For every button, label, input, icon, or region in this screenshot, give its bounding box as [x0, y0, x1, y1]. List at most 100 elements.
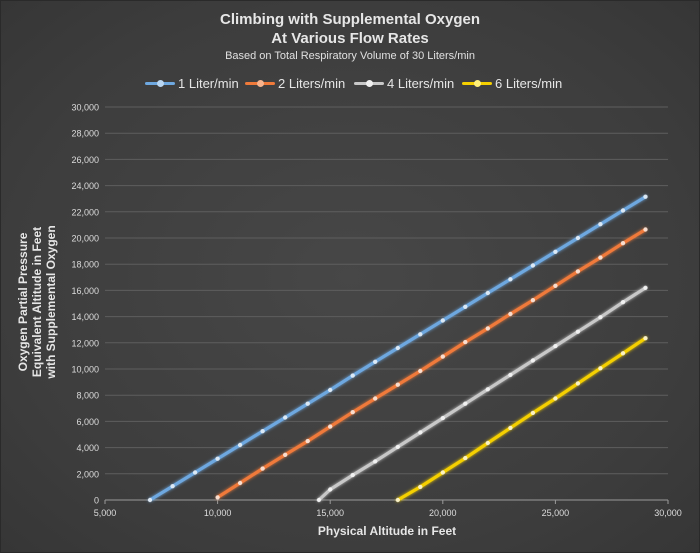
data-point: [575, 381, 581, 386]
data-point: [575, 329, 581, 334]
y-tick-label: 0: [94, 496, 99, 506]
data-point: [170, 484, 175, 489]
data-point: [485, 387, 490, 392]
data-point: [395, 497, 400, 503]
x-tick-label: 20,000: [429, 508, 457, 518]
data-point: [463, 339, 468, 345]
x-tick-label: 25,000: [542, 508, 570, 518]
legend-label-1-liter: 1 Liter/min: [178, 75, 239, 91]
data-point: [350, 410, 355, 415]
data-point: [553, 396, 558, 401]
series-line-4: [396, 336, 648, 502]
y-tick-label: 18,000: [71, 260, 99, 270]
y-tick-label: 30,000: [71, 103, 99, 113]
data-point: [463, 304, 468, 309]
data-point: [485, 440, 490, 446]
data-point: [463, 455, 468, 461]
data-point: [508, 425, 513, 431]
data-point: [418, 332, 423, 337]
axes: [104, 499, 669, 504]
tick-labels: 0 2,000 4,000 6,000 8,000 10,000 12,000 14,000 1…: [71, 103, 681, 519]
data-point: [395, 345, 400, 351]
data-point: [237, 480, 243, 486]
legend-item-6-liters: 6 Liters/min: [462, 73, 562, 93]
legend-swatch-6-liters: [462, 79, 492, 87]
y-tick-label: 28,000: [71, 129, 99, 139]
chart-title-line2: At Various Flow Rates: [271, 30, 429, 47]
chart-subtitle: Based on Total Respiratory Volume of 30 …: [225, 50, 475, 62]
data-point: [598, 315, 603, 320]
y-tick-label: 14,000: [71, 312, 99, 322]
legend-item-1-liter: 1 Liter/min: [145, 73, 239, 93]
y-tick-label: 2,000: [76, 469, 99, 479]
legend-swatch-1-liter: [145, 79, 175, 87]
data-point: [643, 285, 648, 290]
data-point: [485, 326, 490, 331]
y-tick-label: 26,000: [71, 155, 99, 165]
data-point: [530, 263, 536, 268]
y-tick-label: 22,000: [71, 207, 99, 217]
data-point: [192, 470, 198, 475]
data-point: [260, 466, 265, 471]
data-point: [598, 255, 603, 260]
legend-item-4-liters: 4 Liters/min: [354, 73, 454, 93]
data-point: [440, 415, 445, 421]
data-point: [643, 194, 648, 199]
x-tick-label: 15,000: [316, 508, 344, 518]
y-tick-label: 16,000: [71, 286, 99, 296]
data-point: [237, 442, 243, 448]
data-point: [575, 269, 581, 274]
data-point: [316, 497, 322, 503]
data-point: [620, 208, 626, 213]
data-point: [328, 387, 333, 393]
legend-item-2-liters: 2 Liters/min: [245, 73, 345, 93]
data-point: [485, 290, 490, 296]
chart-title: Climbing with Supplemental Oxygen: [219, 11, 481, 28]
y-axis-label-line-2: Equivalent Altitude in Feet: [30, 227, 44, 377]
y-tick-label: 6,000: [76, 417, 99, 427]
data-point: [553, 249, 558, 254]
y-tick-label: 24,000: [71, 181, 99, 191]
data-point: [328, 424, 333, 429]
legend: 1 Liter/min 2 Liters/min 4 Liters/min 6 …: [0, 73, 700, 93]
data-point: [418, 484, 423, 490]
data-point: [643, 336, 648, 341]
y-tick-label: 8,000: [76, 391, 99, 401]
y-axis-label-line-3: with Supplemental Oxygen: [44, 225, 58, 379]
x-tick-label: 5,000: [94, 508, 117, 518]
data-point: [508, 372, 513, 378]
data-point: [418, 430, 423, 435]
data-point: [553, 283, 558, 288]
x-tick-label: 10,000: [204, 508, 232, 518]
data-point: [283, 415, 288, 420]
data-point: [463, 401, 468, 406]
y-tick-label: 20,000: [71, 234, 99, 244]
data-point: [305, 438, 310, 444]
data-point: [305, 401, 310, 406]
x-axis-label: Physical Altitude in Feet: [318, 524, 456, 538]
data-point: [440, 318, 445, 323]
data-point: [530, 358, 536, 363]
data-point: [553, 343, 558, 349]
series-line-3: [317, 286, 648, 502]
data-point: [598, 222, 603, 227]
grid-lines: [105, 106, 668, 475]
data-point: [373, 459, 378, 464]
data-point: [620, 241, 626, 246]
y-tick-label: 10,000: [71, 365, 99, 375]
y-tick-label: 4,000: [76, 443, 99, 453]
series-line-2: [216, 227, 648, 499]
data-point: [508, 277, 513, 282]
data-point: [260, 429, 265, 434]
data-point: [575, 235, 581, 241]
data-point: [643, 227, 648, 232]
data-point: [215, 495, 220, 500]
data-point: [440, 470, 445, 475]
data-point: [620, 351, 626, 356]
data-point: [395, 444, 400, 450]
data-point: [395, 382, 400, 387]
data-point: [373, 396, 378, 401]
legend-label-2-liters: 2 Liters/min: [278, 75, 346, 91]
